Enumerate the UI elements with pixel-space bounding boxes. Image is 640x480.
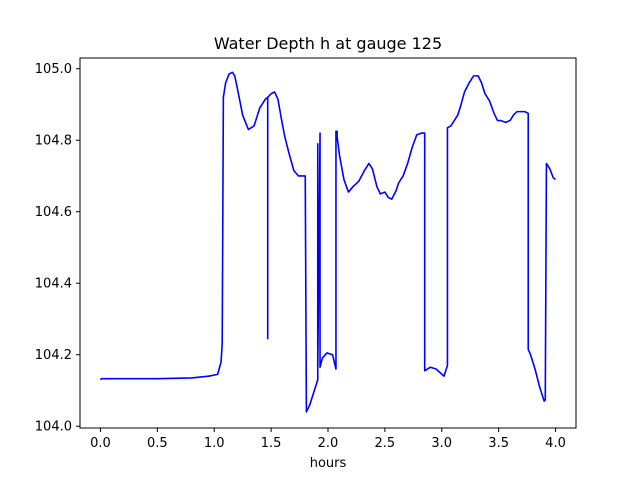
y-tick-label: 104.4 xyxy=(35,277,72,292)
x-axis-label: hours xyxy=(310,456,347,471)
y-tick-label: 104.6 xyxy=(35,205,72,220)
x-tick-label: 1.5 xyxy=(261,436,282,451)
x-tick-label: 3.5 xyxy=(488,436,509,451)
y-tick-label: 105.0 xyxy=(35,62,72,77)
x-axis: 0.0 0.5 1.0 1.5 2.0 2.5 3.0 3.5 4.0 xyxy=(90,428,566,451)
y-tick-label: 104.2 xyxy=(35,348,72,363)
chart-title: Water Depth h at gauge 125 xyxy=(214,34,442,53)
x-tick-label: 0.5 xyxy=(147,436,168,451)
series-line-0 xyxy=(99,71,557,413)
y-tick-label: 104.8 xyxy=(35,134,72,149)
x-tick-label: 2.0 xyxy=(318,436,339,451)
x-tick-label: 3.0 xyxy=(431,436,452,451)
x-tick-label: 2.5 xyxy=(375,436,396,451)
x-tick-label: 0.0 xyxy=(90,436,111,451)
plot-area xyxy=(99,71,557,413)
x-tick-label: 1.0 xyxy=(204,436,225,451)
y-tick-label: 104.0 xyxy=(35,420,72,435)
axes-frame xyxy=(79,57,577,429)
y-axis: 104.0 104.2 104.4 104.6 104.8 105.0 xyxy=(35,62,80,435)
x-tick-label: 4.0 xyxy=(545,436,566,451)
